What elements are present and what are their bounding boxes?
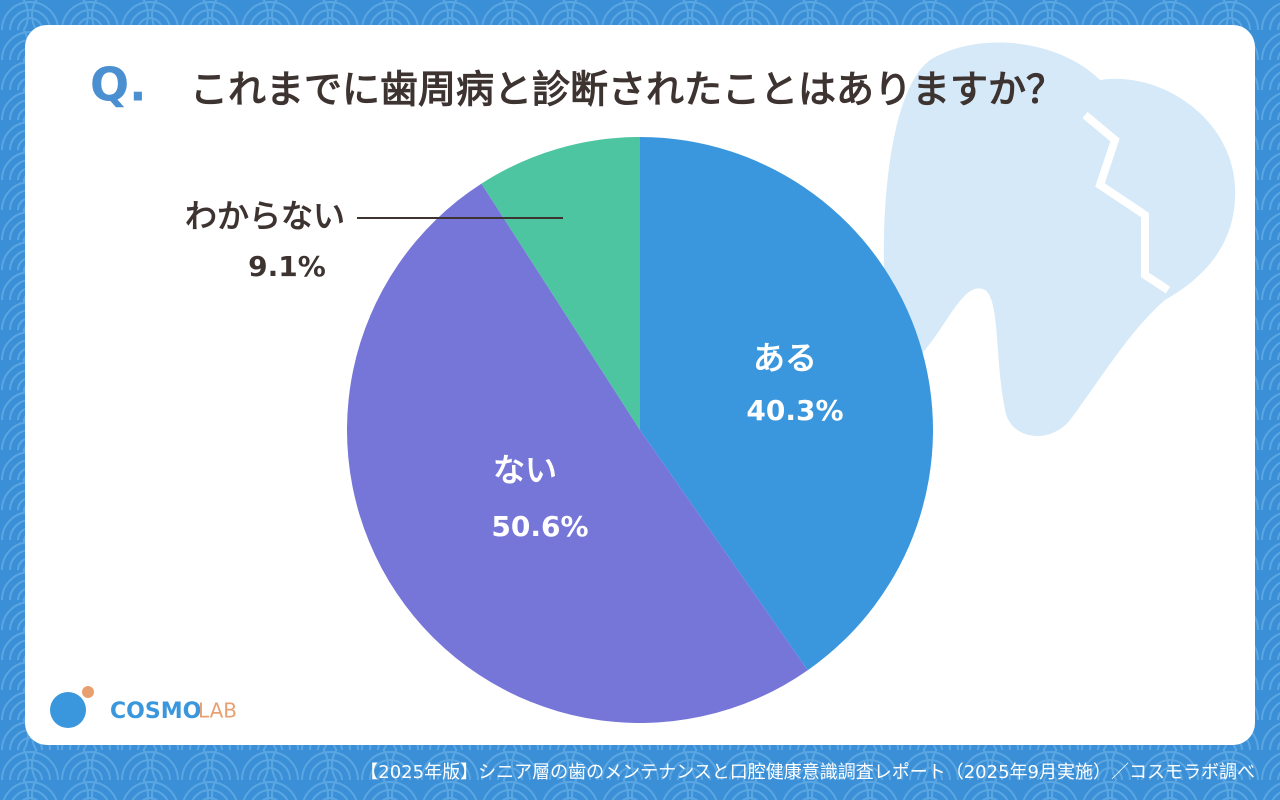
slice-value: 50.6% bbox=[491, 510, 588, 543]
chart-title: これまでに歯周病と診断されたことはありますか？ bbox=[190, 68, 1064, 112]
pie-slice bbox=[481, 137, 640, 430]
title-prefix: Q. bbox=[90, 58, 147, 112]
logo-icon bbox=[50, 692, 86, 728]
pie-slice bbox=[346, 183, 808, 724]
footer: 【2025年版】シニア層の歯のメンテナンスと口腔健康意識調査レポート（2025年… bbox=[360, 762, 1255, 783]
pie-slice bbox=[640, 137, 933, 671]
slice-label: ある bbox=[753, 339, 817, 377]
brand-suffix: LAB bbox=[198, 699, 237, 723]
tooth-illustration bbox=[883, 42, 1236, 437]
logo-icon-dot bbox=[82, 686, 94, 698]
slice-value: 40.3% bbox=[746, 394, 843, 427]
slice-label: わからない bbox=[185, 197, 345, 235]
slice-value: 9.1% bbox=[248, 250, 326, 283]
brand-name: COSMO bbox=[110, 699, 201, 724]
tooth-crack bbox=[1082, 111, 1171, 294]
slice-label: ない bbox=[493, 451, 557, 489]
pie bbox=[346, 137, 933, 724]
